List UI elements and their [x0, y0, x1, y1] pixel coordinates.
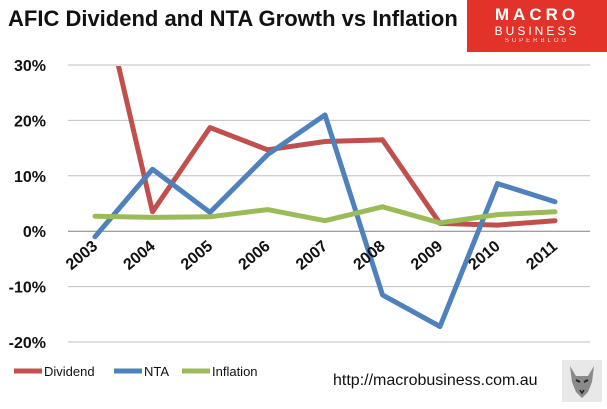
legend: Dividend NTA Inflation — [14, 364, 258, 379]
x-axis-ticks: 2003 2004 2005 2006 2007 2008 2009 2010 2011 — [63, 238, 561, 274]
x-tick-label: 2004 — [121, 238, 159, 274]
logo-line-2: BUSINESS — [494, 24, 580, 38]
logo-line-1: MACRO — [494, 5, 580, 24]
y-tick-label: 20% — [14, 113, 46, 130]
website-url: http://macrobusiness.com.au — [333, 372, 538, 389]
x-tick-label: 2008 — [351, 238, 389, 274]
legend-label-dividend: Dividend — [44, 364, 95, 379]
y-tick-label: 10% — [14, 169, 46, 186]
series-line-inflation — [92, 204, 558, 226]
x-tick-label: 2011 — [523, 238, 561, 273]
y-tick-label: 0% — [23, 224, 46, 241]
y-tick-label: 30% — [14, 58, 46, 75]
x-tick-label: 2005 — [178, 238, 216, 274]
y-axis-ticks: 30% 20% 10% 0% -10% -20% — [9, 58, 46, 352]
x-tick-label: 2009 — [408, 238, 446, 274]
series-lines — [92, 66, 558, 329]
legend-label-nta: NTA — [144, 364, 169, 379]
y-tick-label: -10% — [9, 280, 46, 297]
x-tick-label: 2007 — [293, 238, 331, 274]
series-line-nta — [92, 112, 558, 329]
x-tick-label: 2003 — [63, 238, 101, 274]
y-tick-label: -20% — [9, 335, 46, 352]
macrobusiness-logo: MACRO BUSINESS SUPERBLOG — [467, 0, 607, 52]
gridlines — [68, 64, 590, 343]
wolf-mascot-icon — [562, 360, 602, 402]
legend-label-inflation: Inflation — [212, 364, 258, 379]
x-tick-label: 2006 — [236, 238, 274, 274]
chart-title: AFIC Dividend and NTA Growth vs Inflatio… — [8, 6, 458, 31]
logo-line-3: SUPERBLOG — [504, 38, 570, 44]
